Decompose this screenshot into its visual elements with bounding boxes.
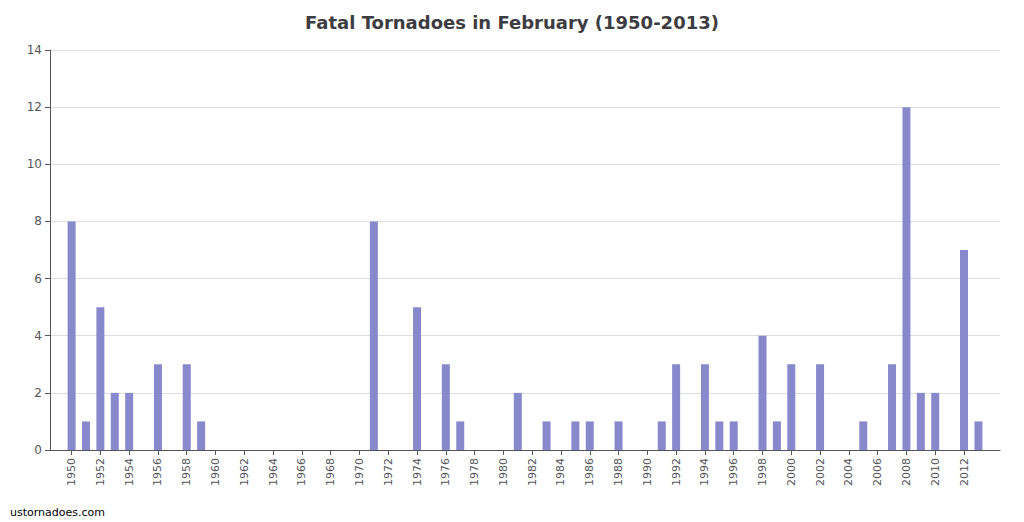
svg-text:1980: 1980	[497, 458, 510, 486]
svg-text:1968: 1968	[324, 458, 337, 486]
svg-text:4: 4	[34, 329, 42, 343]
svg-text:1958: 1958	[180, 458, 193, 486]
svg-text:1952: 1952	[94, 458, 107, 486]
svg-text:1976: 1976	[439, 458, 452, 486]
svg-text:2004: 2004	[842, 458, 855, 486]
svg-text:1966: 1966	[295, 458, 308, 486]
svg-text:1992: 1992	[670, 458, 683, 486]
svg-text:1978: 1978	[468, 458, 481, 486]
svg-text:1982: 1982	[526, 458, 539, 486]
svg-text:1950: 1950	[65, 458, 78, 486]
svg-text:1994: 1994	[698, 458, 711, 486]
svg-text:12: 12	[27, 100, 42, 114]
svg-text:2008: 2008	[900, 458, 913, 486]
svg-text:14: 14	[27, 43, 42, 57]
svg-text:Fatal Tornadoes in February (1: Fatal Tornadoes in February (1950-2013)	[305, 12, 719, 33]
svg-text:1996: 1996	[727, 458, 740, 486]
svg-text:2012: 2012	[958, 458, 971, 486]
svg-text:1956: 1956	[151, 458, 164, 486]
svg-text:1972: 1972	[382, 458, 395, 486]
svg-text:2006: 2006	[871, 458, 884, 486]
svg-text:1974: 1974	[411, 458, 424, 486]
svg-text:1960: 1960	[209, 458, 222, 486]
svg-text:1964: 1964	[267, 458, 280, 486]
svg-text:1998: 1998	[756, 458, 769, 486]
svg-text:1962: 1962	[238, 458, 251, 486]
svg-text:6: 6	[34, 272, 42, 286]
svg-text:2002: 2002	[814, 458, 827, 486]
svg-text:10: 10	[27, 157, 42, 171]
svg-text:1990: 1990	[641, 458, 654, 486]
svg-text:0: 0	[34, 443, 42, 457]
svg-text:1954: 1954	[123, 458, 136, 486]
svg-text:8: 8	[34, 214, 42, 228]
svg-text:2000: 2000	[785, 458, 798, 486]
svg-text:ustornadoes.com: ustornadoes.com	[10, 506, 105, 519]
svg-text:2: 2	[34, 386, 42, 400]
svg-text:1988: 1988	[612, 458, 625, 486]
svg-text:2010: 2010	[929, 458, 942, 486]
svg-text:1984: 1984	[554, 458, 567, 486]
svg-text:1986: 1986	[583, 458, 596, 486]
svg-text:1970: 1970	[353, 458, 366, 486]
